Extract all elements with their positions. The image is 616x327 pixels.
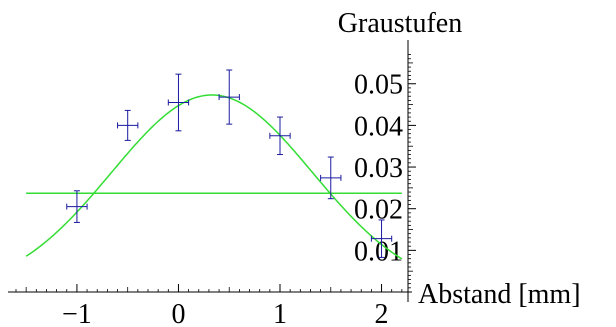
y-tick-label: 0.01 bbox=[354, 236, 403, 267]
data-point bbox=[167, 73, 190, 132]
x-tick-label: 0 bbox=[171, 299, 185, 327]
y-tick-label: 0.05 bbox=[354, 70, 403, 101]
points-layer bbox=[66, 69, 393, 258]
data-point bbox=[320, 156, 342, 200]
x-tick-label: −1 bbox=[62, 299, 92, 327]
x-axis-label: Abstand [mm] bbox=[418, 279, 581, 310]
ticks bbox=[15, 54, 416, 292]
y-tick-label: 0.02 bbox=[354, 195, 403, 226]
y-axis-label: Graustufen bbox=[338, 8, 462, 39]
data-point bbox=[370, 219, 393, 258]
x-tick-label: 2 bbox=[375, 299, 389, 327]
data-point bbox=[269, 116, 291, 156]
fit-curve bbox=[25, 94, 403, 260]
axes bbox=[8, 40, 412, 302]
y-tick-label: 0.03 bbox=[354, 153, 403, 184]
data-point bbox=[66, 190, 88, 223]
fit-layer bbox=[25, 94, 403, 260]
y-tick-label: 0.04 bbox=[354, 111, 403, 142]
data-point bbox=[218, 69, 240, 125]
x-tick-label: 1 bbox=[273, 299, 287, 327]
data-point bbox=[117, 109, 139, 141]
tick-labels: −1 0 1 2 0.01 0.02 0.03 0.04 0.05 bbox=[62, 70, 403, 327]
